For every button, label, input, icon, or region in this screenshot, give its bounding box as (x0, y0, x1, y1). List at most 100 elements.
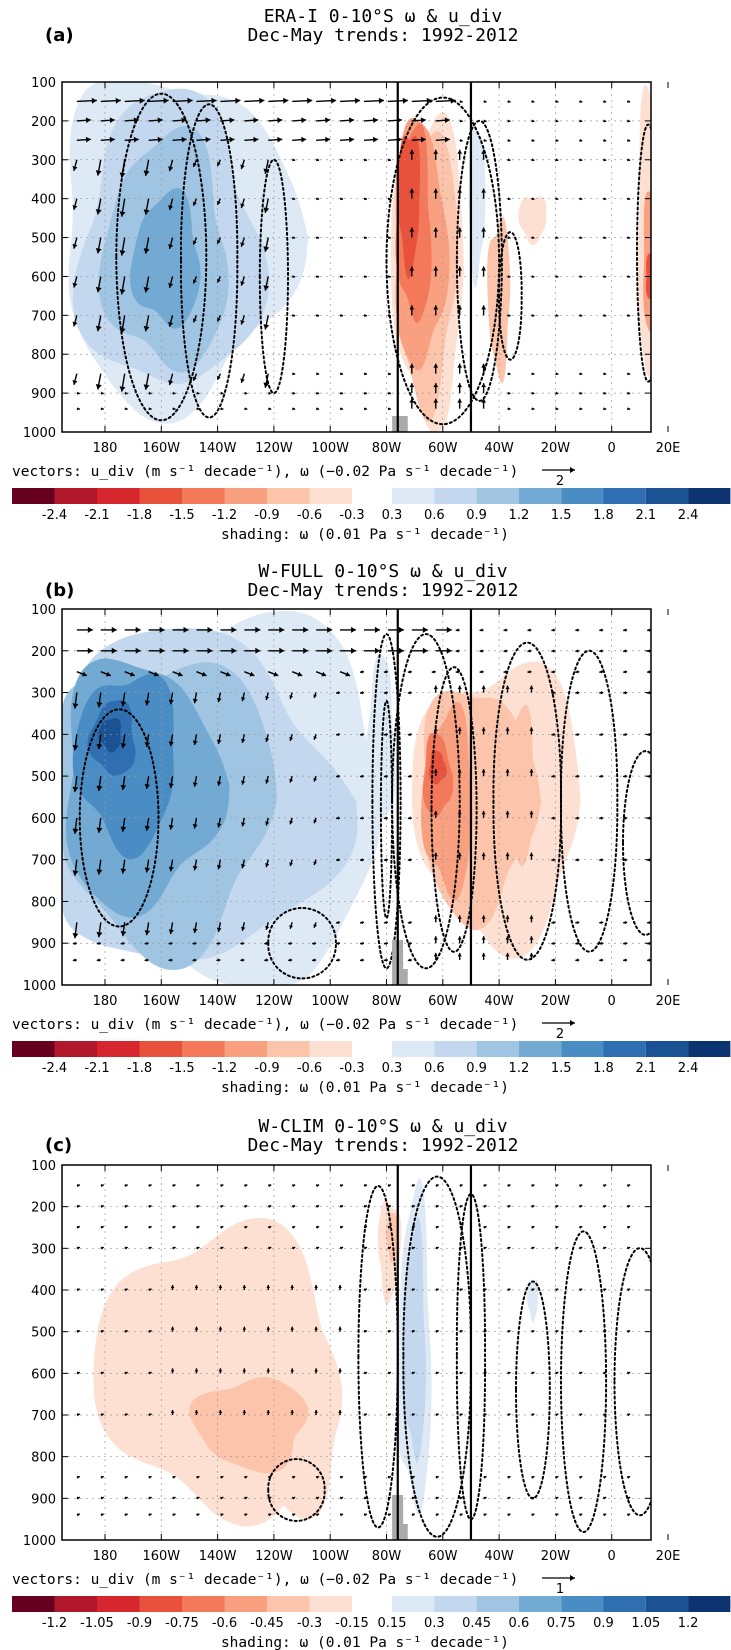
colorbar-swatch-positive (518, 1041, 562, 1057)
wind-vector-head (172, 1205, 176, 1208)
colorbar-swatch-negative (224, 488, 267, 504)
colorbar-swatch-negative (54, 1041, 97, 1057)
wind-vector-head (168, 244, 174, 249)
wind-vector-head (120, 743, 127, 749)
y-tick-label: 100 (31, 76, 56, 91)
wind-vector-head (211, 97, 217, 104)
wind-vector-head (435, 1513, 439, 1517)
wind-vector-head (249, 671, 255, 677)
wind-vector-head (359, 858, 363, 862)
wind-vector-head (383, 691, 387, 695)
wind-vector-head (359, 670, 363, 674)
wind-vector-head (507, 1413, 511, 1417)
wind-vector-head (301, 117, 307, 124)
y-tick-label: 400 (31, 193, 56, 208)
wind-vector-head (124, 1475, 128, 1479)
wind-vector-head (283, 97, 289, 104)
wind-vector-head (555, 1246, 559, 1250)
wind-vector-head (555, 99, 559, 104)
wind-vector-head (409, 188, 415, 193)
wind-vector-head (120, 868, 127, 874)
wind-vector-head (433, 936, 438, 940)
wind-vector-head (575, 958, 579, 962)
wind-vector-head (76, 1413, 80, 1417)
wind-vector-head (170, 1410, 175, 1413)
chart-title: W-CLIM 0-10°S ω & u_div (258, 1116, 507, 1137)
wind-vector-head (507, 119, 511, 123)
wind-vector-head (483, 1413, 487, 1417)
x-tick-label: 60W (428, 441, 458, 456)
wind-vector-head (388, 197, 391, 201)
wind-vector-head (575, 628, 579, 632)
wind-vector-head (72, 703, 79, 709)
wind-vector-head (599, 816, 603, 820)
wind-vector-head (411, 1205, 415, 1208)
wind-vector-head (268, 407, 272, 411)
wind-vector-head (398, 647, 404, 654)
wind-vector-head (359, 691, 363, 695)
wind-vector-head (529, 936, 534, 940)
wind-vector-head (527, 649, 531, 653)
wind-vector-head (435, 1496, 439, 1500)
wind-vector-head (529, 810, 534, 815)
vector-caption: vectors: u_div (m s⁻¹ decade⁻¹), ω (−0.0… (12, 464, 518, 480)
wind-vector-head (623, 920, 627, 925)
wind-vector-head (244, 1513, 248, 1517)
wind-vector-head (192, 740, 198, 746)
wind-vector-head (235, 97, 241, 104)
wind-vector-head (409, 363, 415, 368)
wind-vector-head (579, 1225, 583, 1229)
colorbar-label-negative: -0.9 (254, 1061, 279, 1076)
wind-vector-head (364, 197, 367, 201)
wind-vector-head (409, 383, 415, 388)
wind-vector-head (336, 816, 340, 820)
colorbar-swatch-positive (434, 1596, 477, 1612)
wind-vector-head (314, 1410, 318, 1413)
y-tick-label: 100 (31, 1159, 56, 1174)
wind-vector-head (100, 1330, 104, 1333)
wind-vector-head (647, 958, 651, 962)
wind-vector-head (100, 1205, 104, 1208)
wind-vector-head (531, 1246, 535, 1250)
wind-vector-head (555, 236, 559, 240)
wind-vector-head (409, 398, 415, 403)
wind-vector-head (172, 1184, 176, 1188)
omega-shading (526, 1279, 539, 1323)
wind-vector-head (225, 671, 231, 677)
x-tick-label: 160W (142, 441, 180, 456)
colorbar-swatch-negative (309, 1596, 352, 1612)
wind-vector-head (143, 384, 150, 390)
wind-vector-head (192, 279, 197, 284)
wind-vector-head (120, 931, 127, 937)
wind-vector-head (292, 197, 296, 201)
wind-vector-head (555, 197, 559, 201)
wind-vector-head (168, 205, 174, 211)
wind-vector-head (603, 236, 607, 240)
wind-vector-head (336, 691, 340, 695)
wind-vector-head (124, 1246, 128, 1250)
y-tick-label: 300 (31, 687, 56, 702)
wind-vector-head (402, 97, 408, 104)
wind-vector-head (76, 1371, 80, 1375)
wind-vector-head (505, 952, 510, 957)
x-tick-label: 40W (484, 994, 514, 1009)
wind-vector-head (336, 941, 340, 946)
wind-vector-head (312, 958, 316, 962)
x-tick-label: 0 (608, 994, 616, 1009)
wind-vector-head (266, 1326, 271, 1330)
wind-vector-head (388, 313, 391, 317)
wind-vector-head (316, 158, 320, 162)
colorbar-swatch-positive (603, 488, 646, 504)
wind-vector-head (359, 958, 363, 962)
wind-vector-head (505, 936, 510, 940)
omega-contour (267, 1458, 326, 1522)
wind-vector-head (241, 780, 246, 785)
wind-vector-head (555, 1205, 559, 1208)
wind-vector-head (505, 685, 510, 689)
wind-vector-head (507, 274, 511, 279)
wind-vector-head (459, 1413, 463, 1417)
wind-vector-head (313, 736, 317, 740)
x-tick-label: 20E (656, 1549, 681, 1564)
colorbar-label-positive: 0.75 (547, 1616, 576, 1631)
wind-vector-head (483, 1371, 487, 1375)
